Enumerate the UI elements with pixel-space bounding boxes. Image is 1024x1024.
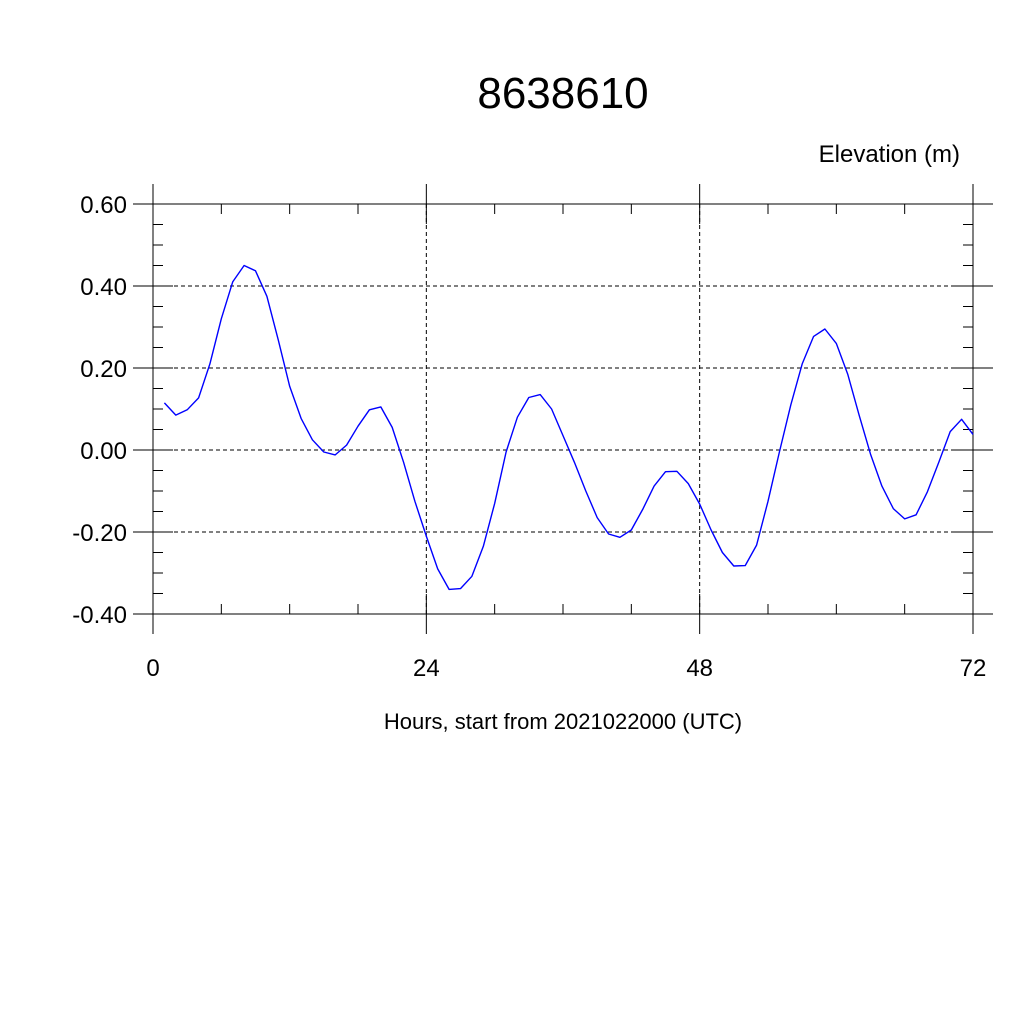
y-tick-label: 0.00: [80, 438, 127, 465]
grid-lines: [153, 203, 973, 615]
y-axis-label: Elevation (m): [819, 141, 960, 168]
chart-title: 8638610: [477, 69, 648, 118]
tick-labels: -0.40 -0.20 0.00 0.20 0.40 0.60 0 24 48 72: [72, 192, 986, 682]
series-line: [163, 264, 974, 591]
series-layer: [163, 264, 974, 591]
axis-ticks: [133, 184, 993, 634]
y-tick-label: -0.40: [72, 602, 127, 629]
plot-frame: [152, 203, 974, 615]
x-tick-label: 0: [146, 655, 159, 682]
x-tick-label: 48: [686, 655, 713, 682]
y-tick-label: 0.40: [80, 274, 127, 301]
y-tick-label: 0.20: [80, 356, 127, 383]
x-tick-label: 72: [960, 655, 987, 682]
y-tick-label: -0.20: [72, 520, 127, 547]
x-axis-label: Hours, start from 2021022000 (UTC): [384, 709, 742, 734]
y-tick-label: 0.60: [80, 192, 127, 219]
x-tick-label: 24: [413, 655, 440, 682]
